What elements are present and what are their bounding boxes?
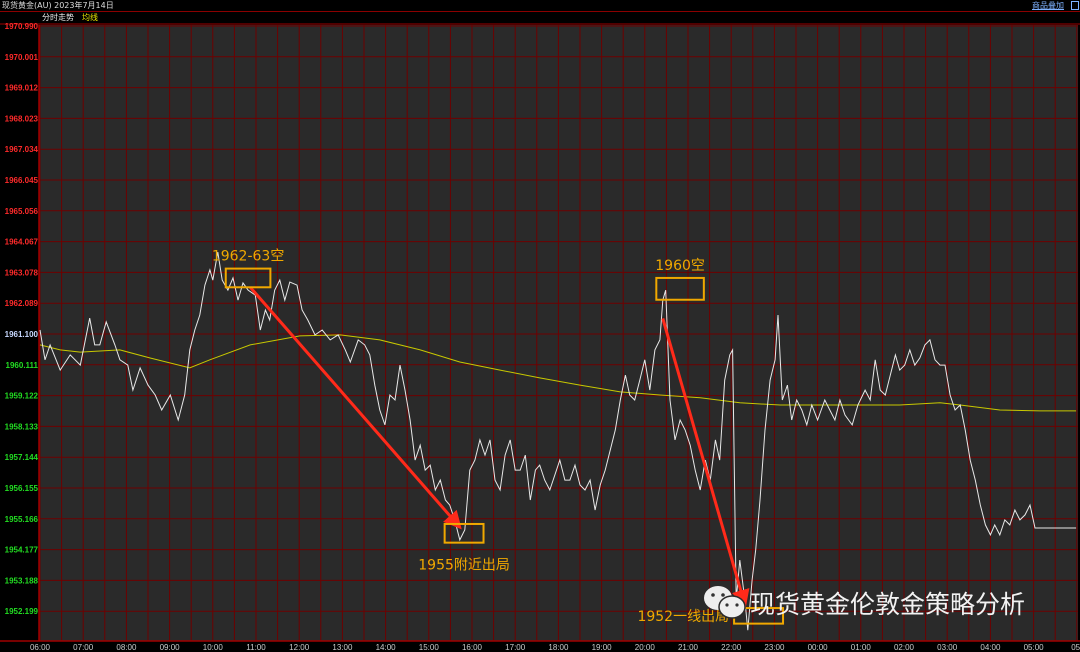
y-tick-label: 1952.199 bbox=[5, 607, 39, 616]
price-line bbox=[39, 252, 1077, 631]
chart-subheader: 分时走势 均线 bbox=[0, 12, 1080, 24]
x-tick-label: 17:00 bbox=[505, 643, 526, 652]
y-tick-label: 1953.188 bbox=[5, 576, 39, 585]
annotation-box bbox=[655, 276, 705, 301]
y-tick-label: 1966.045 bbox=[5, 176, 39, 185]
annotation-box bbox=[224, 267, 272, 289]
x-tick-label: 16:00 bbox=[462, 643, 483, 652]
y-tick-label: 1964.067 bbox=[5, 238, 39, 247]
x-tick-label: 01:00 bbox=[851, 643, 872, 652]
y-tick-label: 1967.034 bbox=[5, 145, 39, 154]
x-tick-label: 20:00 bbox=[635, 643, 656, 652]
annotation-label: 1960空 bbox=[655, 258, 705, 274]
annotation-label: 1955附近出局 bbox=[418, 558, 510, 574]
x-tick-label: 04:00 bbox=[980, 643, 1001, 652]
y-tick-label: 1969.012 bbox=[5, 84, 39, 93]
y-tick-label: 1970.990 bbox=[5, 22, 39, 31]
x-tick-label: 10:00 bbox=[203, 643, 224, 652]
x-tick-label: 05: bbox=[1071, 643, 1080, 652]
y-tick-label: 1965.056 bbox=[5, 207, 39, 216]
x-tick-label: 19:00 bbox=[592, 643, 613, 652]
title-bar: 现货黄金(AU) 2023年7月14日 商品叠加 bbox=[0, 0, 1080, 12]
y-axis: 1970.990 1970.001 1969.012 1968.023 1967.034… bbox=[5, 22, 39, 616]
annotation-label: 1962-63空 bbox=[212, 249, 285, 265]
window-toggle-icon[interactable] bbox=[1071, 1, 1079, 10]
y-tick-label: 1959.122 bbox=[5, 392, 39, 401]
trend-arrow bbox=[249, 286, 462, 530]
y-tick-label: 1970.001 bbox=[5, 53, 39, 62]
watermark: 现货黄金伦敦金策略分析 bbox=[704, 586, 1025, 619]
x-tick-label: 15:00 bbox=[419, 643, 440, 652]
x-tick-label: 22:00 bbox=[721, 643, 742, 652]
x-tick-label: 00:00 bbox=[808, 643, 829, 652]
annotation-box bbox=[443, 522, 485, 544]
x-tick-label: 09:00 bbox=[160, 643, 181, 652]
y-tick-label: 1958.133 bbox=[5, 422, 39, 431]
intraday-mode-label: 分时走势 bbox=[42, 13, 74, 22]
x-tick-label: 08:00 bbox=[116, 643, 137, 652]
wechat-icon bbox=[704, 586, 746, 619]
y-tick-label: 1963.078 bbox=[5, 268, 39, 277]
y-tick-label: 1956.155 bbox=[5, 484, 39, 493]
y-tick-label: 1957.144 bbox=[5, 453, 39, 462]
avg-price-line bbox=[39, 334, 1077, 412]
annotation-label: 1952一线出局 bbox=[637, 609, 729, 625]
y-tick-label: 1960.111 bbox=[6, 361, 39, 370]
x-tick-label: 07:00 bbox=[73, 643, 94, 652]
y-tick-label: 1968.023 bbox=[5, 114, 39, 123]
x-tick-label: 06:00 bbox=[30, 643, 51, 652]
x-tick-label: 03:00 bbox=[937, 643, 958, 652]
grid bbox=[0, 23, 1080, 642]
x-axis: 06:00 07:00 08:00 09:00 10:00 11:00 12:00 13:00… bbox=[30, 643, 1080, 652]
instrument-title: 现货黄金(AU) 2023年7月14日 bbox=[2, 1, 114, 10]
trend-arrow bbox=[661, 318, 750, 608]
y-tick-label: 1955.166 bbox=[5, 515, 39, 524]
x-tick-label: 21:00 bbox=[678, 643, 699, 652]
overlay-commodity-button[interactable]: 商品叠加 bbox=[1032, 1, 1064, 10]
x-tick-label: 14:00 bbox=[376, 643, 397, 652]
x-tick-label: 05:00 bbox=[1024, 643, 1045, 652]
watermark-text: 现货黄金伦敦金策略分析 bbox=[750, 590, 1025, 619]
x-tick-label: 12:00 bbox=[289, 643, 310, 652]
x-tick-label: 18:00 bbox=[548, 643, 569, 652]
y-tick-label: 1961.100 bbox=[5, 330, 39, 339]
avg-line-legend: 均线 bbox=[82, 13, 98, 22]
x-tick-label: 02:00 bbox=[894, 643, 915, 652]
x-tick-label: 11:00 bbox=[246, 643, 266, 652]
annotations: 1962-63空 1955附近出局 1960空 1952一线出局 bbox=[212, 249, 785, 625]
y-tick-label: 1954.177 bbox=[5, 546, 39, 555]
x-tick-label: 23:00 bbox=[764, 643, 785, 652]
y-tick-label: 1962.089 bbox=[5, 299, 39, 308]
x-tick-label: 13:00 bbox=[332, 643, 353, 652]
